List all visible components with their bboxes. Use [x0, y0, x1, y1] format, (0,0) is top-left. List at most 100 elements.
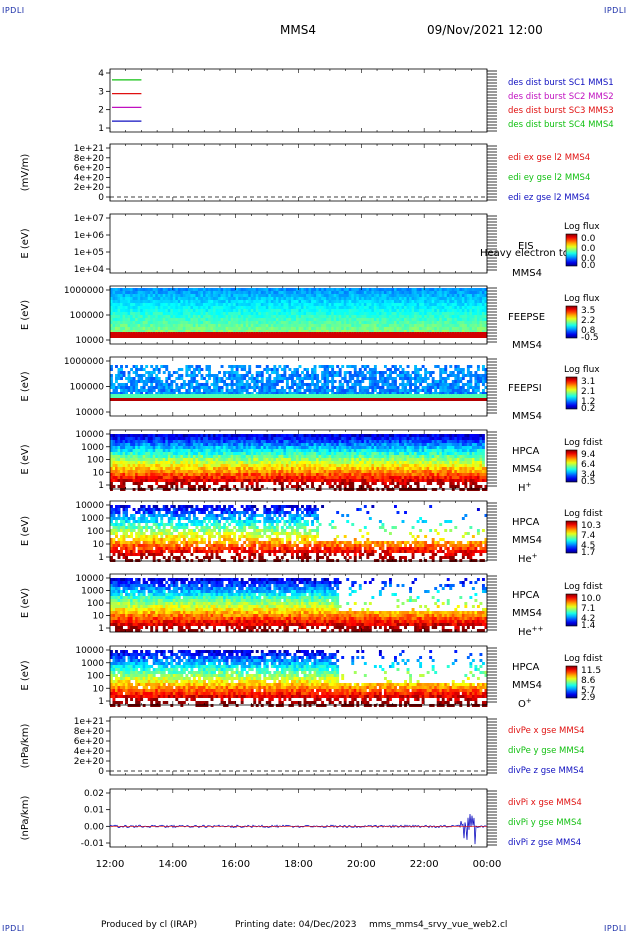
heatmap-cell	[331, 377, 335, 380]
heatmap-cell	[180, 434, 184, 437]
heatmap-cell	[293, 389, 297, 392]
heatmap-cell	[213, 386, 216, 389]
heatmap-cell	[245, 315, 249, 319]
heatmap-cell	[225, 300, 229, 304]
heatmap-cell	[301, 294, 304, 298]
heatmap-cell	[356, 303, 360, 307]
heatmap-cell	[285, 288, 289, 292]
heatmap-cell	[301, 332, 304, 338]
heatmap-cell	[127, 297, 131, 301]
heatmap-cell	[263, 312, 267, 316]
heatmap-cell	[321, 288, 325, 292]
heatmap-cell	[396, 294, 400, 298]
heatmap-cell	[419, 380, 423, 383]
heatmap-cell	[240, 383, 244, 386]
heatmap-cell	[409, 309, 412, 313]
heatmap-cell	[290, 374, 294, 377]
heatmap-cell	[313, 324, 317, 328]
heatmap-cell	[479, 374, 483, 377]
heatmap-cell	[187, 288, 191, 292]
heatmap-cell	[358, 374, 362, 377]
heatmap-cell	[323, 291, 327, 295]
heatmap-cell	[182, 332, 186, 338]
heatmap-cell	[157, 392, 161, 395]
heatmap-cell	[177, 458, 181, 461]
heatmap-cell	[112, 389, 116, 392]
heatmap-cell	[215, 464, 219, 467]
heatmap-cell	[255, 324, 259, 328]
heatmap-cell	[426, 327, 430, 331]
heatmap-cell	[409, 321, 412, 325]
heatmap-cell	[454, 318, 458, 322]
heatmap-cell	[192, 389, 196, 392]
heatmap-cell	[326, 389, 330, 392]
heatmap-cell	[127, 461, 131, 464]
heatmap-cell	[459, 394, 463, 398]
heatmap-cell	[331, 288, 335, 292]
heatmap-cell	[240, 389, 244, 392]
heatmap-cell	[195, 394, 199, 398]
heatmap-cell	[396, 300, 400, 304]
heatmap-cell	[160, 315, 164, 319]
heatmap-cell	[471, 297, 475, 301]
heatmap-cell	[235, 294, 239, 298]
heatmap-cell	[476, 389, 480, 392]
heatmap-cell	[378, 288, 382, 292]
heatmap-cell	[346, 383, 350, 386]
heatmap-cell	[283, 365, 287, 368]
heatmap-cell	[456, 371, 460, 374]
heatmap-cell	[414, 374, 418, 377]
heatmap-cell	[260, 380, 264, 383]
heatmap-cell	[368, 300, 372, 304]
heatmap-cell	[298, 330, 302, 334]
heatmap-cell	[197, 306, 201, 310]
heatmap-cell	[142, 440, 146, 443]
heatmap-cell	[336, 318, 340, 322]
heatmap-cell	[215, 288, 219, 292]
heatmap-cell	[155, 392, 159, 395]
heatmap-cell	[197, 315, 201, 319]
heatmap-cell	[293, 392, 297, 395]
heatmap-cell	[456, 324, 460, 328]
heatmap-cell	[361, 324, 365, 328]
heatmap-cell	[295, 309, 299, 313]
heatmap-cell	[481, 368, 485, 371]
heatmap-cell	[140, 461, 144, 464]
heatmap-cell	[160, 449, 164, 452]
heatmap-cell	[218, 476, 221, 479]
heatmap-cell	[464, 315, 468, 319]
heatmap-cell	[197, 443, 201, 446]
heatmap-cell	[318, 309, 322, 313]
heatmap-cell	[416, 315, 420, 319]
heatmap-cell	[180, 476, 184, 479]
heatmap-cell	[117, 473, 121, 476]
heatmap-cell	[202, 297, 206, 301]
heatmap-cell	[120, 434, 123, 437]
heatmap-cell	[120, 297, 123, 301]
heatmap-cell	[336, 300, 340, 304]
heatmap-cell	[117, 398, 121, 401]
heatmap-cell	[348, 312, 352, 316]
heatmap-cell	[130, 440, 134, 443]
heatmap-cell	[333, 291, 337, 295]
heatmap-cell	[110, 488, 113, 491]
heatmap-cell	[466, 330, 470, 334]
heatmap-cell	[434, 321, 438, 325]
heatmap-cell	[268, 291, 272, 295]
heatmap-cell	[278, 303, 282, 307]
heatmap-cell	[233, 324, 237, 328]
heatmap-cell	[147, 294, 151, 298]
heatmap-cell	[348, 371, 352, 374]
heatmap-cell	[316, 386, 320, 389]
heatmap-cell	[270, 380, 274, 383]
heatmap-cell	[115, 294, 118, 298]
heatmap-cell	[130, 389, 134, 392]
heatmap-cell	[474, 327, 478, 331]
heatmap-cell	[323, 368, 327, 371]
heatmap-cell	[110, 324, 113, 328]
heatmap-cell	[147, 324, 151, 328]
heatmap-cell	[343, 377, 347, 380]
heatmap-cell	[323, 330, 327, 334]
heatmap-cell	[338, 291, 342, 295]
heatmap-cell	[391, 386, 395, 389]
